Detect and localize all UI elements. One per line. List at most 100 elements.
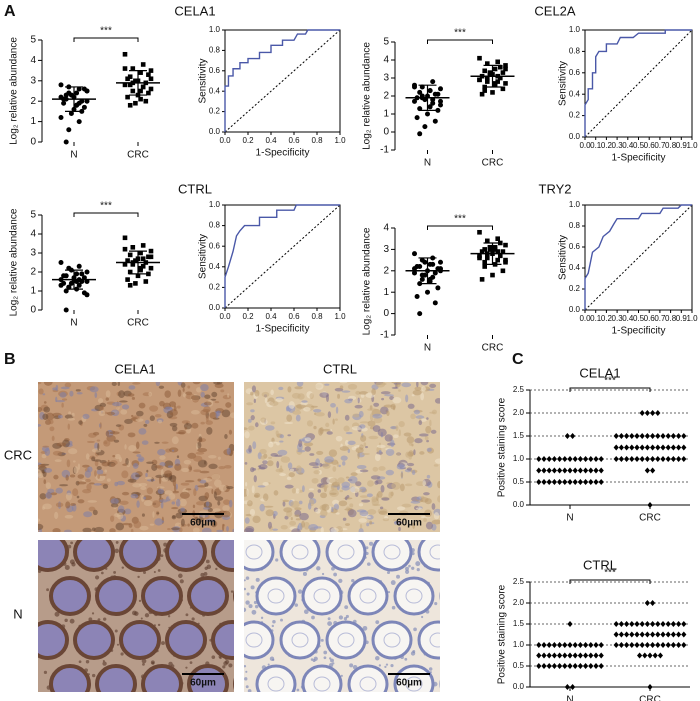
data-point xyxy=(660,456,666,462)
tissue-texture xyxy=(70,541,74,545)
tissue-texture xyxy=(399,483,405,492)
tissue-texture xyxy=(133,520,142,529)
data-point xyxy=(84,292,90,298)
tissue-texture xyxy=(98,410,106,417)
tissue-texture xyxy=(217,456,221,460)
tissue-texture xyxy=(149,523,155,526)
tissue-texture xyxy=(209,411,218,419)
tissue-texture xyxy=(193,469,202,473)
tissue-texture xyxy=(152,500,161,508)
tissue-texture xyxy=(405,394,409,403)
tissue-texture xyxy=(320,492,328,499)
tissue-texture xyxy=(404,483,413,487)
y-tick-label: 0.2 xyxy=(209,107,221,116)
tissue-texture xyxy=(386,570,391,575)
data-point xyxy=(492,247,498,252)
tissue-texture xyxy=(385,469,395,476)
tissue-texture xyxy=(195,451,205,455)
tissue-texture xyxy=(393,434,399,439)
error-bar xyxy=(483,242,502,265)
tissue-texture xyxy=(304,446,311,452)
tissue-texture xyxy=(60,386,70,390)
tissue-texture xyxy=(86,440,96,444)
tissue-texture xyxy=(226,447,231,455)
tissue-texture xyxy=(211,391,218,398)
data-point xyxy=(557,642,563,648)
tissue-texture xyxy=(82,413,90,420)
tissue-texture xyxy=(116,480,125,486)
data-point xyxy=(593,456,599,462)
tissue-texture xyxy=(178,573,183,579)
data-point xyxy=(74,271,80,277)
data-point xyxy=(572,467,578,474)
tissue-texture xyxy=(179,498,187,507)
tissue-texture xyxy=(352,413,360,418)
tissue-texture xyxy=(270,452,279,457)
data-point xyxy=(498,64,503,70)
significance-label: *** xyxy=(604,568,616,579)
data-point xyxy=(650,467,656,474)
tissue-texture xyxy=(366,522,370,527)
tissue-texture xyxy=(77,499,85,504)
tissue-texture xyxy=(418,420,423,426)
x-axis-label: 1-Specificity xyxy=(612,153,666,164)
tissue-texture xyxy=(379,506,384,510)
tissue-texture xyxy=(172,490,180,494)
x-tick-label: 0.9 xyxy=(676,314,688,323)
tissue-texture xyxy=(413,409,420,415)
tissue-texture xyxy=(50,492,58,496)
x-tick-label: 0.4 xyxy=(265,312,277,321)
tissue-texture xyxy=(280,456,291,463)
tissue-texture xyxy=(351,578,355,583)
y-tick-label: 0.8 xyxy=(569,47,581,56)
tissue-texture xyxy=(85,453,90,460)
tissue-texture xyxy=(401,503,412,508)
tissue-texture xyxy=(255,422,259,428)
tissue-texture xyxy=(357,397,360,404)
tissue-texture xyxy=(313,470,321,475)
tissue-texture xyxy=(349,663,354,668)
tissue-texture xyxy=(309,453,315,456)
tissue-texture xyxy=(42,413,49,420)
tissue-texture xyxy=(114,481,119,487)
data-point xyxy=(76,282,82,288)
tissue-texture xyxy=(197,448,208,453)
tissue-texture xyxy=(44,468,53,473)
tissue-texture xyxy=(338,578,343,583)
data-point xyxy=(660,642,666,648)
crypt xyxy=(119,540,161,572)
data-point xyxy=(670,456,676,462)
tissue-texture xyxy=(245,576,250,580)
y-axis-label: Log₂ relative abundance xyxy=(362,42,373,150)
tissue-texture xyxy=(405,569,410,574)
tissue-texture xyxy=(298,439,303,448)
tissue-texture xyxy=(303,609,309,615)
tissue-texture xyxy=(214,401,220,404)
tissue-texture xyxy=(112,454,116,458)
tissue-texture xyxy=(319,462,322,468)
data-point xyxy=(536,663,542,669)
data-point xyxy=(562,467,568,474)
x-axis-label: 1-Specificity xyxy=(256,324,310,335)
tissue-texture xyxy=(434,602,438,606)
tissue-texture xyxy=(355,390,361,395)
y-tick-label: -1 xyxy=(380,330,389,341)
tissue-texture xyxy=(391,386,399,389)
crypt xyxy=(49,664,91,692)
data-point xyxy=(660,621,666,627)
tissue-texture xyxy=(320,526,324,532)
data-point xyxy=(593,663,599,669)
tissue-texture xyxy=(157,464,164,470)
tissue-texture xyxy=(395,425,399,431)
tissue-texture xyxy=(83,511,93,518)
data-point xyxy=(644,433,650,439)
chart-title: TRY2 xyxy=(539,181,572,196)
tissue-texture xyxy=(251,485,255,494)
data-point xyxy=(598,467,604,474)
data-point xyxy=(564,433,570,439)
data-point xyxy=(122,51,128,57)
tissue-texture xyxy=(328,449,338,457)
tissue-texture xyxy=(324,383,330,386)
tissue-texture xyxy=(334,418,338,421)
data-point xyxy=(567,642,573,648)
